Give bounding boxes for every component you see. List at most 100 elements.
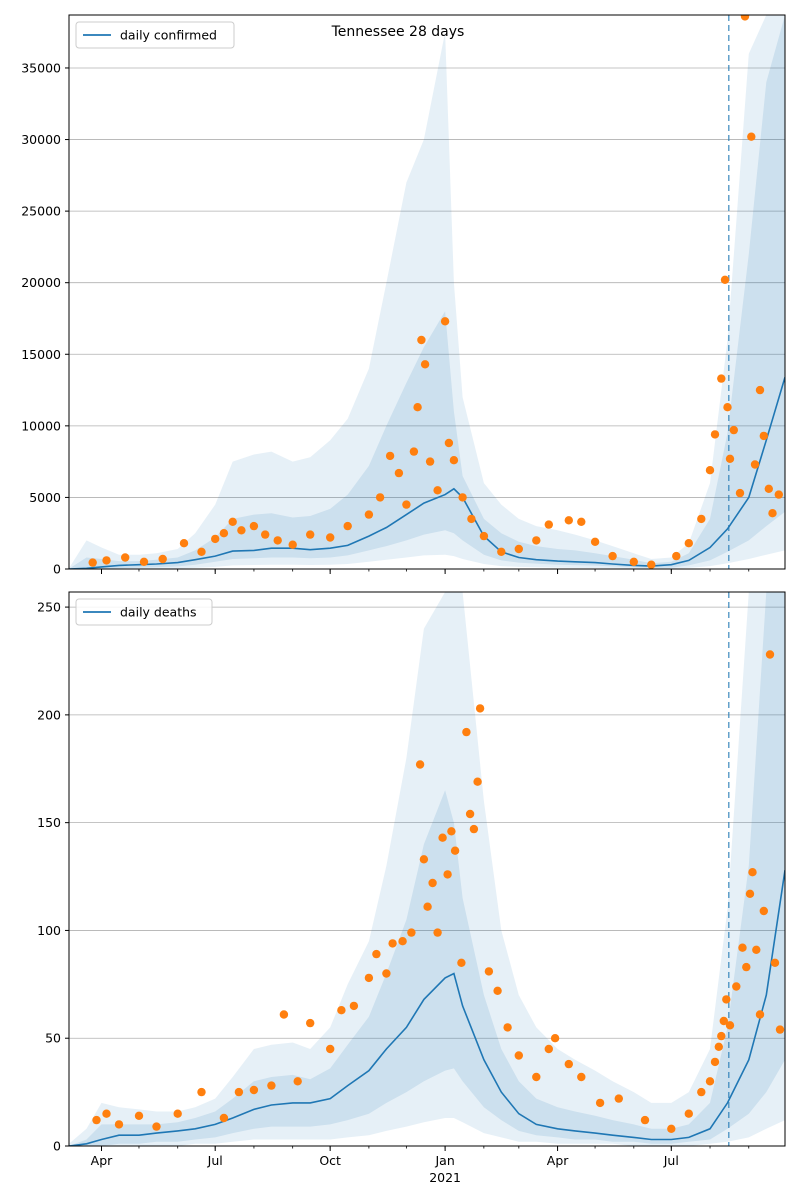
y-tick-label: 0 [53, 562, 61, 577]
deaths-chart-panel: 0 50 100 150 200 250 Apr Jul Oct Jan 2021 Apr Jul dai… [37, 591, 786, 1185]
observation-point [775, 1025, 785, 1034]
observation-point [179, 539, 189, 548]
observation-point [457, 958, 466, 967]
observation-point [755, 1010, 765, 1019]
observation-point [719, 1016, 728, 1026]
observation-point [121, 553, 130, 562]
y-tick-label: 150 [37, 815, 61, 830]
observation-point [402, 500, 411, 509]
observation-point [228, 517, 237, 526]
observation-point [735, 488, 745, 498]
observation-point [364, 973, 374, 983]
observation-point [306, 530, 315, 539]
y-tick-label: 5000 [29, 490, 61, 505]
uncertainty-band-outer [69, 15, 785, 569]
observation-point [725, 1021, 735, 1030]
series-line-confirmed [69, 376, 785, 569]
observation-point [742, 962, 751, 972]
y-tick-label: 250 [37, 600, 61, 615]
observation-point [211, 534, 220, 544]
observation-point [608, 551, 617, 561]
y-tick-label: 20000 [21, 275, 61, 290]
observation-point [440, 317, 450, 326]
observation-point [102, 556, 111, 565]
observation-point [720, 275, 730, 284]
observation-point [261, 530, 270, 539]
observation-point [288, 540, 297, 549]
observation-point [372, 949, 381, 959]
observation-point [423, 902, 432, 911]
observation-point [88, 558, 97, 567]
observation-point [750, 460, 760, 469]
observation-point [388, 939, 397, 948]
observation-point [398, 937, 407, 946]
observation-point [467, 514, 476, 524]
observation-point [473, 777, 482, 786]
series-line-deaths [69, 869, 785, 1146]
observation-point [249, 1085, 259, 1095]
plot-area [69, 15, 785, 569]
observation-point [672, 551, 681, 561]
uncertainty-band-outer [69, 592, 785, 1146]
observation-point [503, 1023, 512, 1032]
observation-point [590, 537, 600, 546]
observation-point [326, 1044, 335, 1054]
observation-point [722, 995, 731, 1004]
observation-point [764, 484, 773, 493]
observation-point [479, 531, 489, 541]
observation-point [465, 809, 475, 819]
uncertainty-band-inner [69, 15, 785, 569]
observation-point [197, 547, 206, 556]
observation-point [667, 1124, 676, 1134]
observation-point [450, 846, 460, 855]
observation-point [382, 969, 391, 978]
observation-point [768, 509, 777, 518]
observation-point [748, 868, 757, 877]
y-tick-label: 15000 [21, 347, 61, 362]
observation-point [139, 557, 149, 566]
observation-point [326, 533, 335, 542]
observation-point [564, 1059, 573, 1069]
observation-point [413, 403, 422, 412]
observation-point [102, 1109, 111, 1118]
observation-point [732, 982, 741, 991]
observation-point [447, 827, 456, 836]
observation-point [417, 335, 426, 345]
y-tick-label: 200 [37, 707, 61, 722]
observation-point [710, 1057, 720, 1067]
legend: daily confirmed [75, 21, 235, 49]
observation-point [614, 1094, 623, 1103]
observation-point [497, 547, 506, 556]
observation-point [755, 385, 765, 395]
y-tick-label: 35000 [21, 60, 61, 75]
x-tick-label: Jul [207, 1153, 223, 1168]
y-tick-label: 0 [53, 1139, 61, 1154]
x-tick-label: Apr [547, 1153, 569, 1168]
x-tick-label: Jan [434, 1153, 454, 1168]
observation-point [647, 560, 656, 569]
observation-point [629, 557, 638, 566]
observation-point [765, 650, 775, 659]
axes-frame [68, 591, 786, 1147]
observation-point [484, 967, 494, 976]
observation-point [577, 1072, 586, 1082]
observation-point [684, 1109, 693, 1118]
observation-point [469, 824, 479, 834]
observation-point [725, 454, 735, 463]
observation-point [747, 132, 756, 141]
observation-point [394, 468, 404, 478]
observation-point [759, 431, 768, 441]
observation-point [514, 544, 523, 554]
observation-point [564, 516, 573, 525]
y-tick-label: 10000 [21, 418, 61, 433]
observation-point [710, 430, 720, 439]
observation-point [705, 466, 715, 475]
legend-label: daily deaths [120, 605, 197, 620]
observation-point [197, 1087, 206, 1097]
y-tick-label: 100 [37, 923, 61, 938]
observation-point [420, 360, 430, 369]
observation-point [697, 514, 706, 524]
y-tick-label: 30000 [21, 132, 61, 147]
observation-point [595, 1098, 605, 1108]
